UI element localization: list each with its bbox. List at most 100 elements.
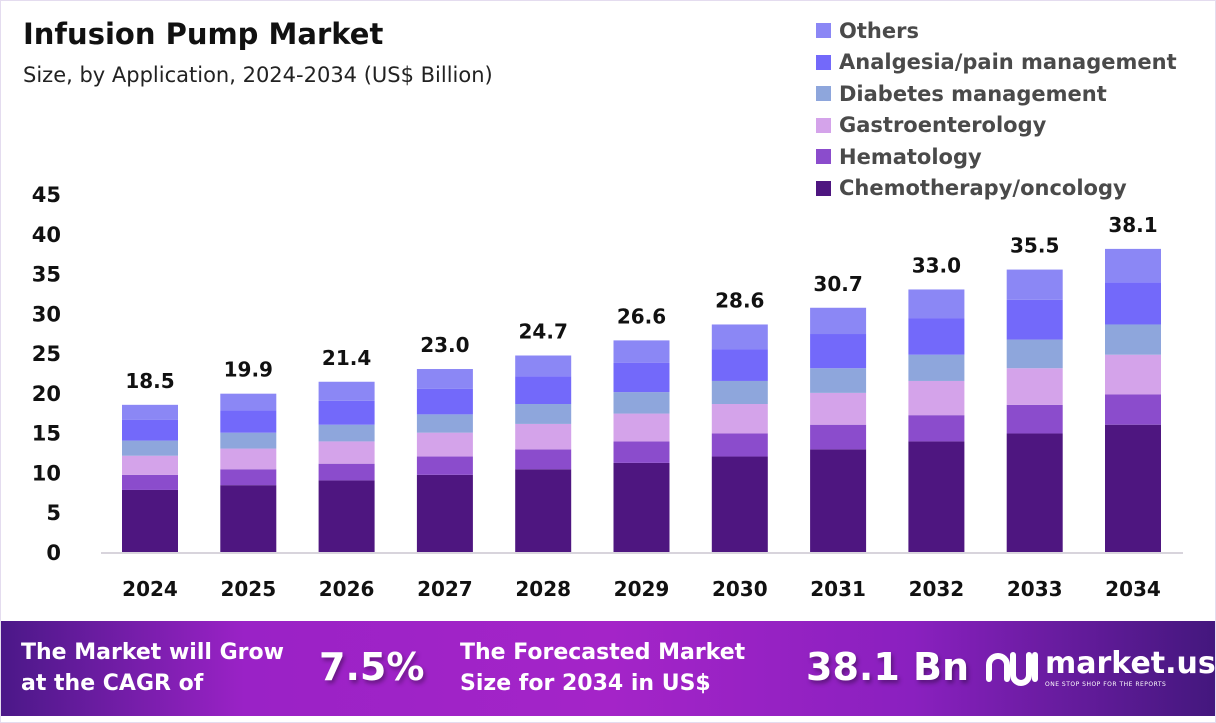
- bar-segment-chemotherapy-oncology: [908, 441, 965, 552]
- bar-segment-diabetes-management: [1006, 339, 1063, 369]
- x-tick-label: 2032: [909, 577, 965, 601]
- bar-segment-others: [810, 307, 867, 335]
- legend-item: Gastroenterology: [816, 110, 1177, 142]
- logo-name: market.us: [1045, 646, 1216, 681]
- bar-segment-hematology: [416, 456, 473, 475]
- bar-segment-diabetes-management: [1105, 324, 1161, 355]
- bar-segment-others: [908, 289, 965, 319]
- bar-segment-gastroenterology: [1105, 354, 1161, 395]
- legend: Others Analgesia/pain management Diabetes …: [816, 15, 1177, 204]
- legend-label: Hematology: [839, 144, 982, 169]
- cagr-label: The Market will Grow at the CAGR of: [21, 637, 284, 699]
- x-tick-label: 2024: [122, 577, 178, 601]
- bar-segment-gastroenterology: [318, 441, 375, 464]
- x-tick-label: 2028: [515, 577, 571, 601]
- bar-segment-diabetes-management: [515, 404, 572, 424]
- x-tick-label: 2030: [712, 577, 768, 601]
- bar-segment-diabetes-management: [122, 440, 178, 456]
- bar-segment-gastroenterology: [416, 432, 473, 457]
- bar-segment-analgesia-pain-management: [220, 410, 277, 433]
- x-tick-label: 2026: [319, 577, 375, 601]
- y-tick-label: 25: [32, 342, 61, 366]
- bar-segment-others: [318, 381, 375, 401]
- bar-segment-analgesia-pain-management: [122, 419, 178, 441]
- bar-segment-gastroenterology: [613, 413, 670, 442]
- bar-segment-hematology: [515, 449, 572, 470]
- bar-segment-gastroenterology: [711, 404, 768, 434]
- x-tick-label: 2027: [417, 577, 473, 601]
- bar-segment-analgesia-pain-management: [318, 400, 375, 425]
- bar-segment-chemotherapy-oncology: [613, 462, 670, 552]
- bar-segment-chemotherapy-oncology: [416, 474, 473, 552]
- bar-segment-analgesia-pain-management: [515, 376, 572, 405]
- legend-item: Analgesia/pain management: [816, 47, 1177, 79]
- bar-segment-others: [220, 393, 277, 411]
- legend-label: Chemotherapy/oncology: [839, 176, 1127, 201]
- x-tick-label: 2025: [220, 577, 276, 601]
- bar-segment-gastroenterology: [908, 380, 965, 416]
- forecast-value: 38.1 Bn: [806, 645, 970, 689]
- bar-segment-others: [711, 324, 768, 350]
- legend-swatch: [816, 23, 831, 39]
- bar-segment-analgesia-pain-management: [908, 318, 965, 355]
- legend-item: Chemotherapy/oncology: [816, 173, 1177, 205]
- y-tick-label: 45: [32, 183, 61, 207]
- bar-segment-hematology: [711, 433, 768, 457]
- legend-swatch: [816, 86, 831, 102]
- bar-total-label: 26.6: [617, 304, 666, 328]
- bar-segment-others: [613, 340, 670, 363]
- bar-segment-gastroenterology: [220, 448, 277, 470]
- bar-segment-analgesia-pain-management: [711, 349, 768, 381]
- y-tick-label: 35: [32, 263, 61, 287]
- bar-segment-chemotherapy-oncology: [122, 489, 178, 552]
- logo-mark-icon: [986, 652, 1038, 686]
- y-tick-label: 20: [32, 382, 61, 406]
- bar-segment-analgesia-pain-management: [810, 334, 867, 369]
- bar-segment-hematology: [908, 415, 965, 442]
- legend-label: Analgesia/pain management: [839, 50, 1177, 75]
- bar-segment-gastroenterology: [515, 423, 572, 450]
- x-tick-label: 2034: [1105, 577, 1161, 601]
- forecast-label-line2: Size for 2034 in US$: [460, 671, 711, 696]
- y-tick-label: 5: [46, 501, 61, 525]
- summary-banner: The Market will Grow at the CAGR of 7.5%…: [1, 621, 1216, 716]
- bar-segment-analgesia-pain-management: [613, 362, 670, 393]
- legend-swatch: [816, 117, 831, 133]
- legend-item: Diabetes management: [816, 78, 1177, 110]
- forecast-label-line1: The Forecasted Market: [460, 640, 746, 665]
- bar-total-label: 30.7: [813, 272, 862, 296]
- bar-segment-analgesia-pain-management: [416, 388, 473, 415]
- bar-segment-diabetes-management: [318, 424, 375, 442]
- bar-segment-diabetes-management: [711, 380, 768, 405]
- bar-segment-analgesia-pain-management: [1105, 282, 1161, 325]
- logo-tagline: ONE STOP SHOP FOR THE REPORTS: [1045, 681, 1167, 688]
- bar-segment-hematology: [220, 469, 277, 486]
- bar-segment-others: [416, 369, 473, 389]
- bar-segment-diabetes-management: [220, 432, 277, 449]
- y-tick-label: 30: [32, 302, 61, 326]
- bar-segment-hematology: [613, 441, 670, 463]
- chart-subtitle: Size, by Application, 2024-2034 (US$ Bil…: [23, 63, 493, 87]
- bar-total-label: 28.6: [715, 288, 764, 312]
- legend-swatch: [816, 180, 831, 196]
- bar-segment-chemotherapy-oncology: [515, 469, 572, 552]
- bar-segment-hematology: [1105, 394, 1161, 425]
- bar-segment-others: [122, 404, 178, 420]
- legend-item: Others: [816, 15, 1177, 47]
- bar-segment-chemotherapy-oncology: [810, 449, 867, 552]
- bar-total-label: 19.9: [224, 358, 273, 382]
- bar-total-label: 21.4: [322, 346, 371, 370]
- cagr-label-line2: at the CAGR of: [21, 671, 204, 696]
- bar-segment-analgesia-pain-management: [1006, 299, 1063, 340]
- bar-segment-chemotherapy-oncology: [1006, 433, 1063, 552]
- bar-segment-others: [515, 355, 572, 377]
- bar-total-label: 24.7: [519, 319, 568, 343]
- bar-total-label: 38.1: [1108, 213, 1157, 237]
- legend-item: Hematology: [816, 141, 1177, 173]
- bar-segment-hematology: [318, 463, 375, 481]
- bar-segment-others: [1105, 248, 1161, 283]
- cagr-label-line1: The Market will Grow: [21, 640, 284, 665]
- legend-label: Gastroenterology: [839, 113, 1047, 138]
- bar-segment-chemotherapy-oncology: [220, 485, 277, 552]
- bar-segment-diabetes-management: [416, 414, 473, 433]
